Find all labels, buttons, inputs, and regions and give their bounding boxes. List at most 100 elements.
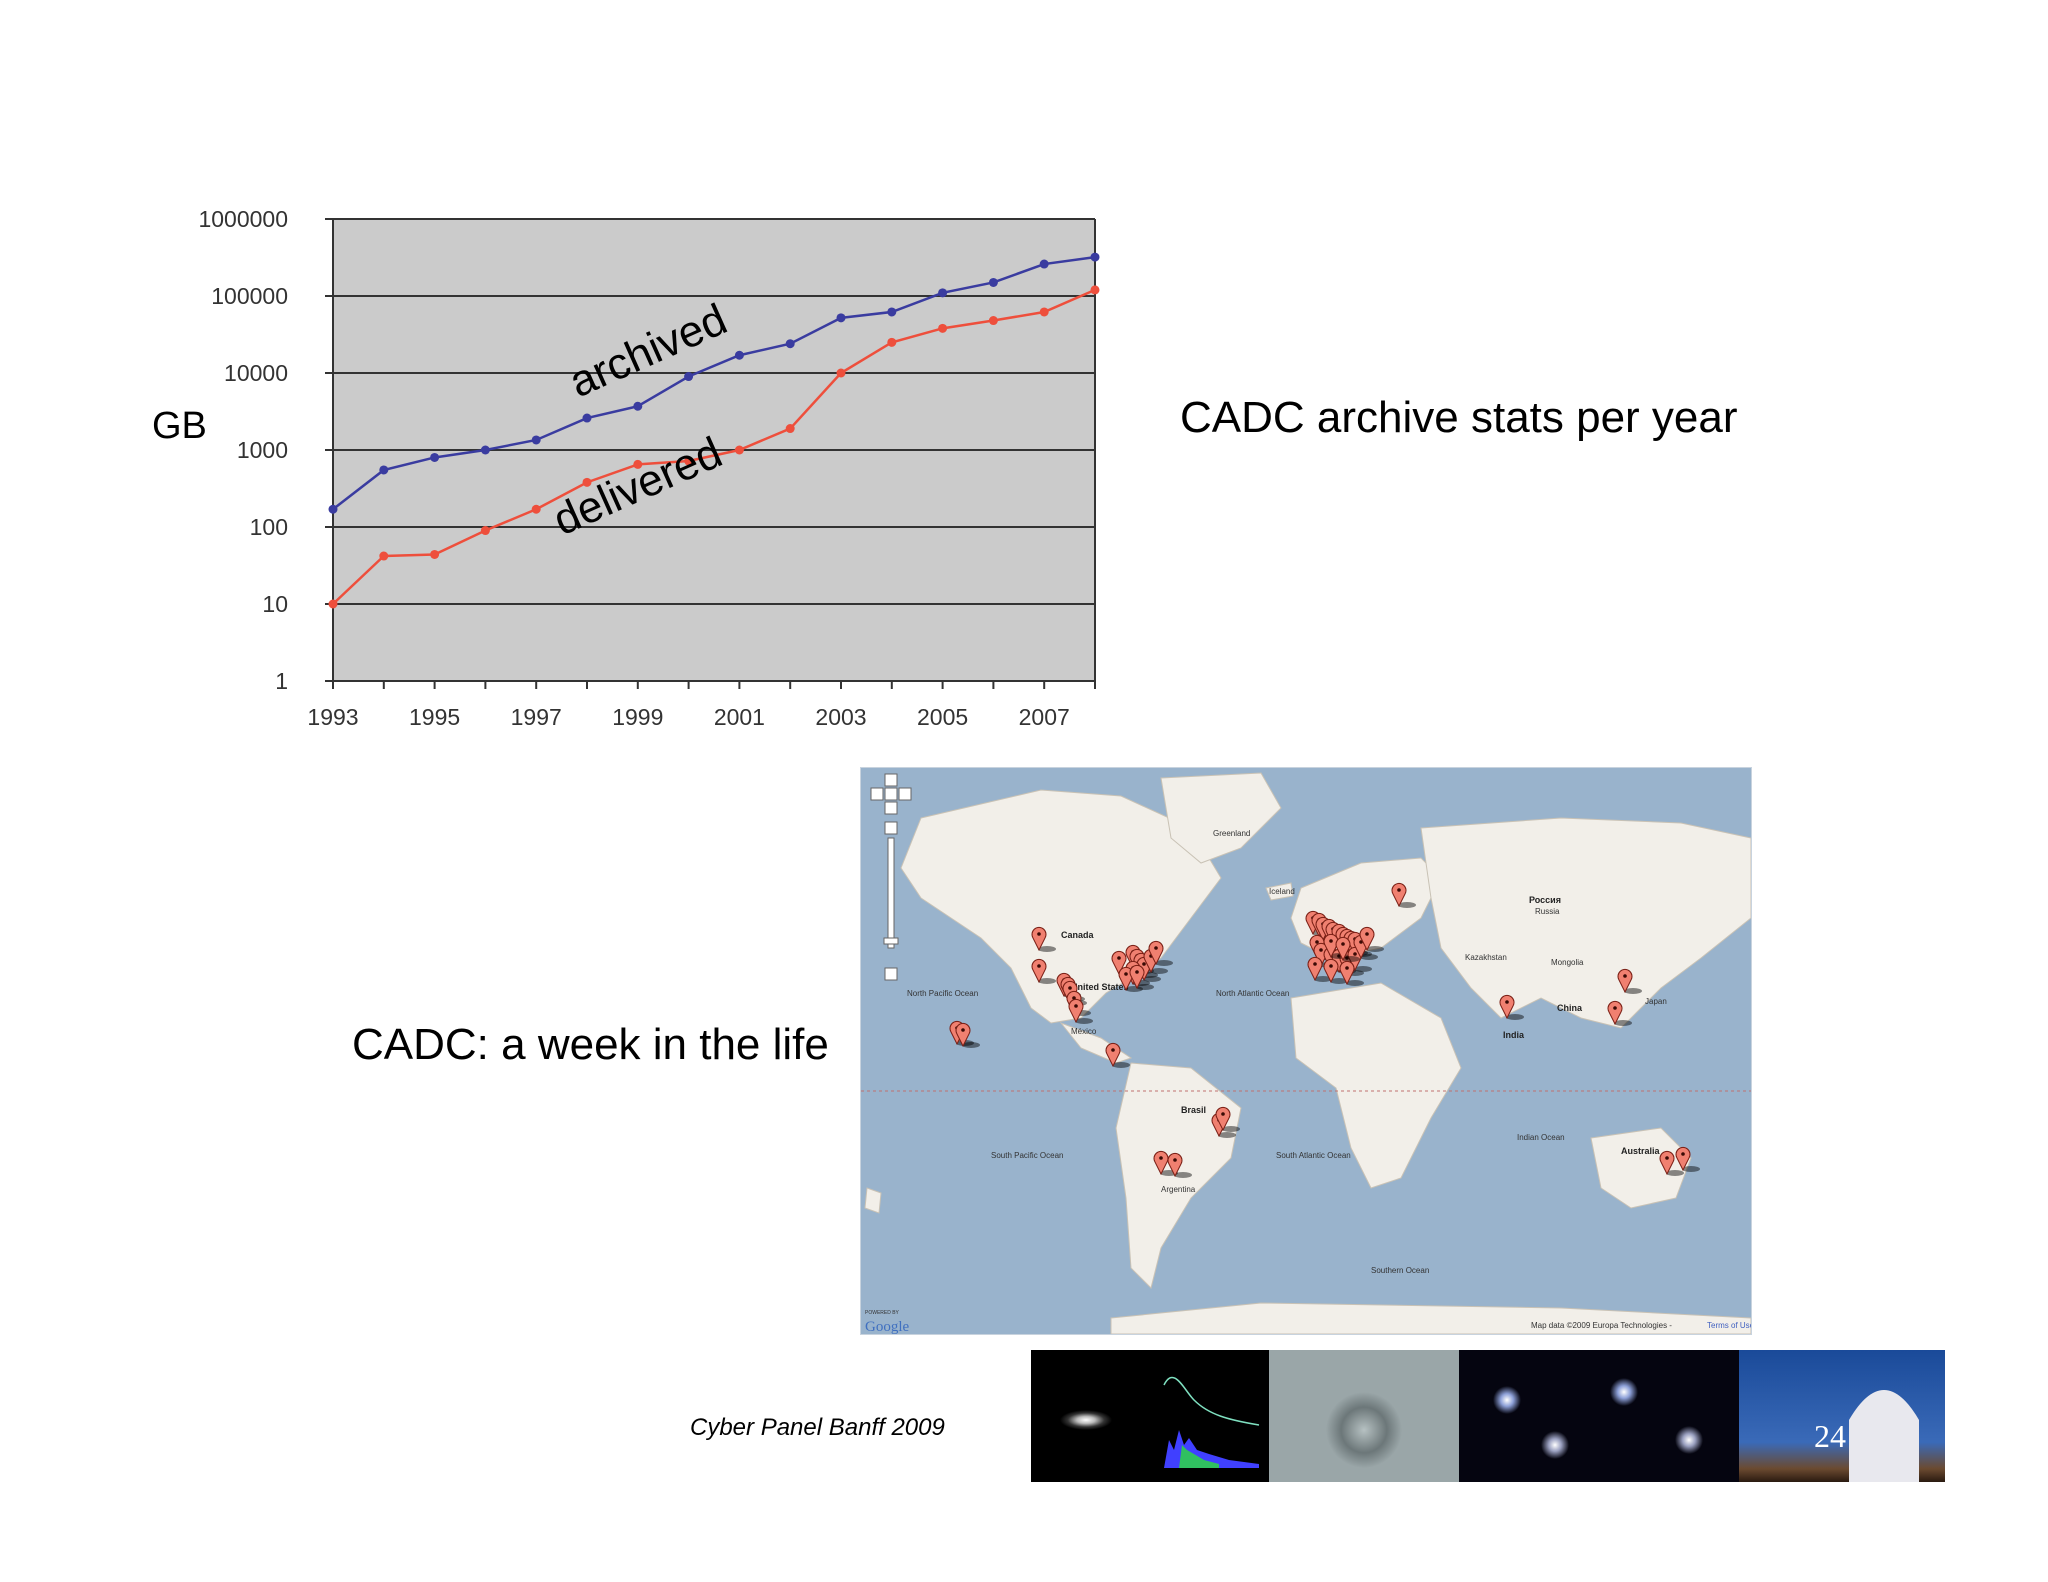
map-marker-icon[interactable] <box>1068 998 1093 1024</box>
y-tick-label: 100000 <box>211 283 288 309</box>
map-marker-icon[interactable] <box>1359 926 1384 952</box>
data-point-delivered <box>1090 285 1100 295</box>
marker-pin <box>1307 956 1323 982</box>
data-point-archived <box>480 445 490 455</box>
map-marker-icon[interactable] <box>955 1022 980 1048</box>
marker-shadow <box>1038 978 1056 984</box>
data-point-delivered <box>633 459 643 469</box>
data-point-archived <box>379 465 389 475</box>
map-attribution: Map data ©2009 Europa Technologies - <box>1531 1321 1672 1330</box>
map-marker-icon[interactable] <box>1659 1150 1684 1176</box>
land-africa <box>1290 982 1462 1189</box>
marker-pin <box>1167 1152 1183 1178</box>
label-australia: Australia <box>1621 1146 1661 1156</box>
marker-pin <box>1359 926 1375 952</box>
map-pan-control[interactable] <box>870 773 912 981</box>
label-argentina: Argentina <box>1161 1185 1196 1194</box>
marker-dot <box>1111 1048 1115 1052</box>
marker-pin <box>955 1022 971 1048</box>
map-marker-icon[interactable] <box>1339 960 1364 986</box>
label-kazakhstan: Kazakhstan <box>1465 953 1507 962</box>
label-china: China <box>1557 1003 1583 1013</box>
map-labels: Canada United States México Greenland Ic… <box>865 829 1751 1334</box>
label-southern-ocean: Southern Ocean <box>1371 1266 1429 1275</box>
data-point-archived <box>684 372 694 382</box>
land-nz <box>864 1187 882 1214</box>
map-marker-icon[interactable] <box>1148 940 1173 966</box>
data-point-archived <box>582 413 592 423</box>
label-iceland: Iceland <box>1269 887 1295 896</box>
map-marker-icon[interactable] <box>1031 926 1056 952</box>
observatory-image <box>1739 1350 1945 1482</box>
pan-center-button[interactable] <box>884 787 898 801</box>
marker-shadow <box>1222 1126 1240 1132</box>
land-masses <box>864 772 1751 1334</box>
map-marker-icon[interactable] <box>1129 964 1154 990</box>
label-brasil: Brasil <box>1181 1105 1206 1115</box>
zoom-in-button[interactable] <box>884 821 898 835</box>
y-tick-label: 1000000 <box>198 206 288 232</box>
map-marker-icon[interactable] <box>1031 958 1056 984</box>
map-terms-link[interactable]: Terms of Use <box>1707 1321 1751 1330</box>
axes <box>325 218 1096 689</box>
map-marker-icon[interactable] <box>1391 882 1416 908</box>
zoom-out-button[interactable] <box>884 967 898 981</box>
marker-shadow <box>1398 902 1416 908</box>
data-point-archived <box>1090 252 1100 262</box>
marker-pin <box>1068 998 1084 1024</box>
spectrum-plot-image <box>1149 1350 1269 1482</box>
marker-shadow <box>1614 1020 1632 1026</box>
marker-dot <box>1353 952 1357 956</box>
pan-right-button[interactable] <box>898 787 912 801</box>
map-marker-icon[interactable] <box>1215 1106 1240 1132</box>
map-marker-icon[interactable] <box>1335 936 1360 962</box>
data-point-delivered <box>1039 307 1049 317</box>
label-mongolia: Mongolia <box>1551 958 1584 967</box>
map-marker-icon[interactable] <box>1607 1000 1632 1026</box>
data-point-archived <box>988 277 998 287</box>
marker-dot <box>1341 942 1345 946</box>
map-marker-icon[interactable] <box>1167 1152 1192 1178</box>
land-australia <box>1590 1127 1692 1209</box>
marker-pin <box>1335 936 1351 962</box>
zoom-slider-thumb[interactable] <box>883 937 899 945</box>
map-marker-icon[interactable] <box>1105 1042 1130 1068</box>
marker-dot <box>1315 940 1319 944</box>
map-marker-icon[interactable] <box>1118 966 1143 992</box>
pan-up-button[interactable] <box>884 773 898 787</box>
marker-shadow <box>1075 1018 1093 1024</box>
world-map[interactable]: Canada United States México Greenland Ic… <box>860 767 1752 1335</box>
lab-equipment-image <box>1269 1350 1459 1482</box>
map-marker-icon[interactable] <box>1617 968 1642 994</box>
galaxy-image <box>1031 1350 1149 1482</box>
map-marker-icon[interactable] <box>1307 956 1332 982</box>
marker-dot <box>1135 970 1139 974</box>
marker-pin <box>1148 940 1164 966</box>
data-point-delivered <box>582 477 592 487</box>
powered-by-label: POWERED BY <box>865 1310 900 1316</box>
map-marker-icon[interactable] <box>1675 1146 1700 1172</box>
label-north-atlantic: North Atlantic Ocean <box>1216 989 1289 998</box>
marker-dot <box>1329 939 1333 943</box>
y-tick-label: 1000 <box>237 437 288 463</box>
land-greenland <box>1160 772 1282 864</box>
pan-left-button[interactable] <box>870 787 884 801</box>
marker-dot <box>1037 964 1041 968</box>
marker-pin <box>1675 1146 1691 1172</box>
label-japan: Japan <box>1645 997 1667 1006</box>
marker-dot <box>1329 964 1333 968</box>
marker-dot <box>1154 946 1158 950</box>
marker-shadow <box>1314 976 1332 982</box>
pan-down-button[interactable] <box>884 801 898 815</box>
zoom-slider-track[interactable] <box>887 837 895 949</box>
map-marker-icon[interactable] <box>1499 994 1524 1020</box>
data-point-archived <box>531 435 541 445</box>
x-tick-labels: 1993 1995 1997 1999 2001 2003 2005 2007 <box>307 704 1069 730</box>
data-point-delivered <box>684 456 694 466</box>
label-south-atlantic: South Atlantic Ocean <box>1276 1151 1351 1160</box>
marker-shadow <box>1506 1014 1524 1020</box>
image-strip <box>1031 1350 1945 1482</box>
map-marker-icon[interactable] <box>1323 958 1348 984</box>
marker-dot <box>1623 974 1627 978</box>
